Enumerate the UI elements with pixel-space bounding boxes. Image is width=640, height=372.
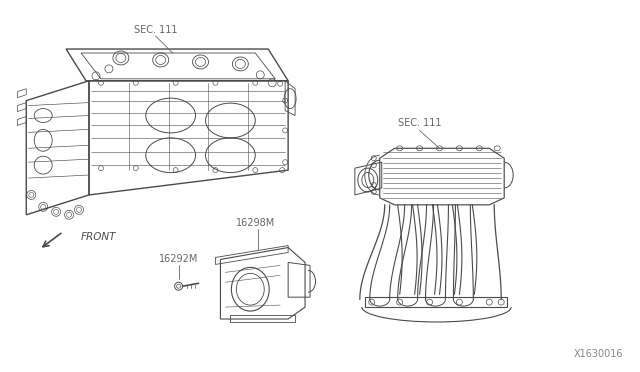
Text: 16292M: 16292M (159, 254, 198, 264)
Text: SEC. 111: SEC. 111 (397, 118, 441, 128)
Text: FRONT: FRONT (81, 232, 116, 242)
Text: 16298M: 16298M (236, 218, 275, 228)
Text: X1630016: X1630016 (574, 349, 623, 359)
Text: SEC. 111: SEC. 111 (134, 25, 177, 35)
